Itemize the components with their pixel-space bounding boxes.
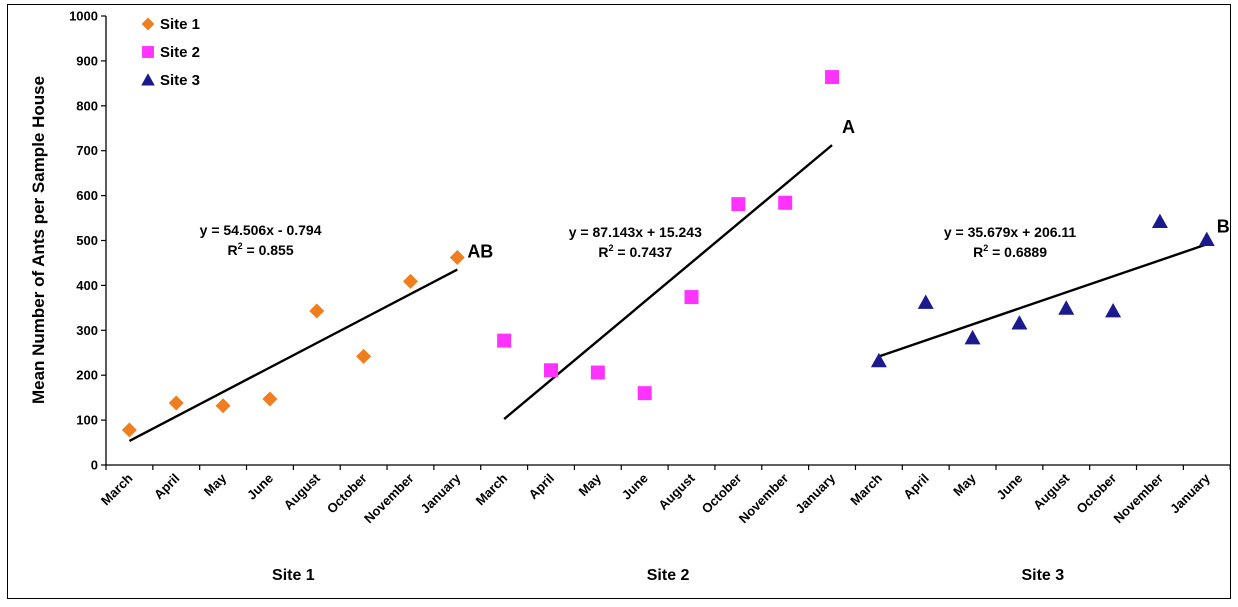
data-point (870, 352, 887, 368)
legend: Site 1 Site 2 Site 3 (141, 16, 200, 89)
y-tick-label: 100 (76, 413, 98, 428)
x-category-label: March (847, 470, 885, 508)
y-tick-label: 200 (76, 368, 98, 383)
y-tick-label: 400 (76, 278, 98, 293)
trendline-equation: y = 35.679x + 206.11 (944, 224, 1077, 240)
x-category-label: August (655, 470, 698, 513)
x-category-label: November (1110, 471, 1166, 527)
data-markers (121, 70, 1215, 438)
x-category-label: May (575, 470, 604, 499)
trendline-equation: y = 87.143x + 15.243 (569, 224, 702, 240)
site-group-label: Site 1 (272, 567, 315, 584)
x-category-label: April (526, 471, 558, 503)
y-tick-label: 1000 (69, 9, 98, 24)
y-tick-label: 300 (76, 323, 98, 338)
site-group-label: Site 3 (1021, 567, 1064, 584)
x-category-label: April (900, 471, 932, 503)
significance-letter: A (842, 117, 855, 137)
data-point (1198, 231, 1215, 247)
x-category-label: April (151, 471, 183, 503)
x-category-label: November (736, 471, 792, 527)
site-group-label: Site 2 (647, 567, 690, 584)
x-category-label: March (473, 470, 511, 508)
data-point (497, 333, 512, 348)
x-category-label: May (201, 470, 230, 499)
legend-marker (142, 46, 154, 58)
data-point (1151, 213, 1168, 229)
x-category-label: January (418, 470, 464, 516)
y-tick-label: 800 (76, 98, 98, 113)
r-squared-label: R2 = 0.6889 (973, 243, 1047, 260)
legend-marker (141, 73, 155, 86)
legend-marker (141, 17, 155, 31)
data-point (731, 197, 746, 212)
data-point (825, 70, 840, 85)
x-category-label: August (1030, 470, 1073, 513)
legend-label: Site 3 (160, 72, 200, 89)
significance-letter: B (1217, 216, 1230, 236)
data-point (168, 395, 184, 411)
data-point (1011, 315, 1028, 330)
data-point (309, 303, 325, 319)
data-point (684, 290, 699, 305)
legend-label: Site 2 (160, 44, 200, 61)
x-category-label: June (619, 471, 651, 503)
data-point (262, 391, 278, 407)
data-point (917, 294, 934, 309)
data-point (402, 273, 418, 289)
r-squared-label: R2 = 0.855 (228, 241, 294, 258)
data-point (543, 363, 558, 378)
x-category-label: October (699, 471, 745, 517)
x-category-label: March (98, 470, 136, 508)
data-point (1105, 302, 1122, 318)
trendline-equation: y = 54.506x - 0.794 (200, 222, 322, 238)
chart-frame (7, 4, 1231, 599)
x-category-label: May (950, 470, 979, 499)
data-point (590, 365, 605, 380)
trendline (878, 243, 1208, 358)
data-point (1058, 300, 1075, 315)
x-category-label: June (244, 471, 276, 503)
y-tick-label: 0 (91, 458, 98, 473)
y-tick-label: 900 (76, 53, 98, 68)
y-tick-label: 700 (76, 143, 98, 158)
legend-label: Site 1 (160, 16, 200, 33)
trendlines (128, 144, 1208, 442)
r-squared-label: R2 = 0.7437 (598, 243, 672, 260)
data-point (356, 348, 372, 364)
trendline (128, 268, 458, 442)
y-tick-label: 600 (76, 188, 98, 203)
data-point (964, 329, 981, 345)
trendline (503, 144, 833, 420)
x-category-label: January (1167, 470, 1213, 516)
x-category-label: June (993, 471, 1025, 503)
y-tick-label: 500 (76, 233, 98, 248)
x-category-label: October (1073, 471, 1119, 517)
axes: 0 100 200 300 400 500 600 700 800 900 1000 March Apr… (69, 9, 1231, 527)
significance-letter: AB (467, 242, 493, 262)
data-point (121, 422, 137, 438)
x-category-label: January (792, 470, 838, 516)
x-category-label: November (361, 471, 417, 527)
y-axis-label: Mean Number of Ants per Sample House (29, 76, 48, 404)
data-point (778, 195, 793, 210)
x-category-label: August (281, 470, 324, 513)
data-point (215, 398, 231, 414)
data-point (637, 386, 652, 401)
x-category-label: October (324, 471, 370, 517)
data-point (449, 250, 465, 266)
